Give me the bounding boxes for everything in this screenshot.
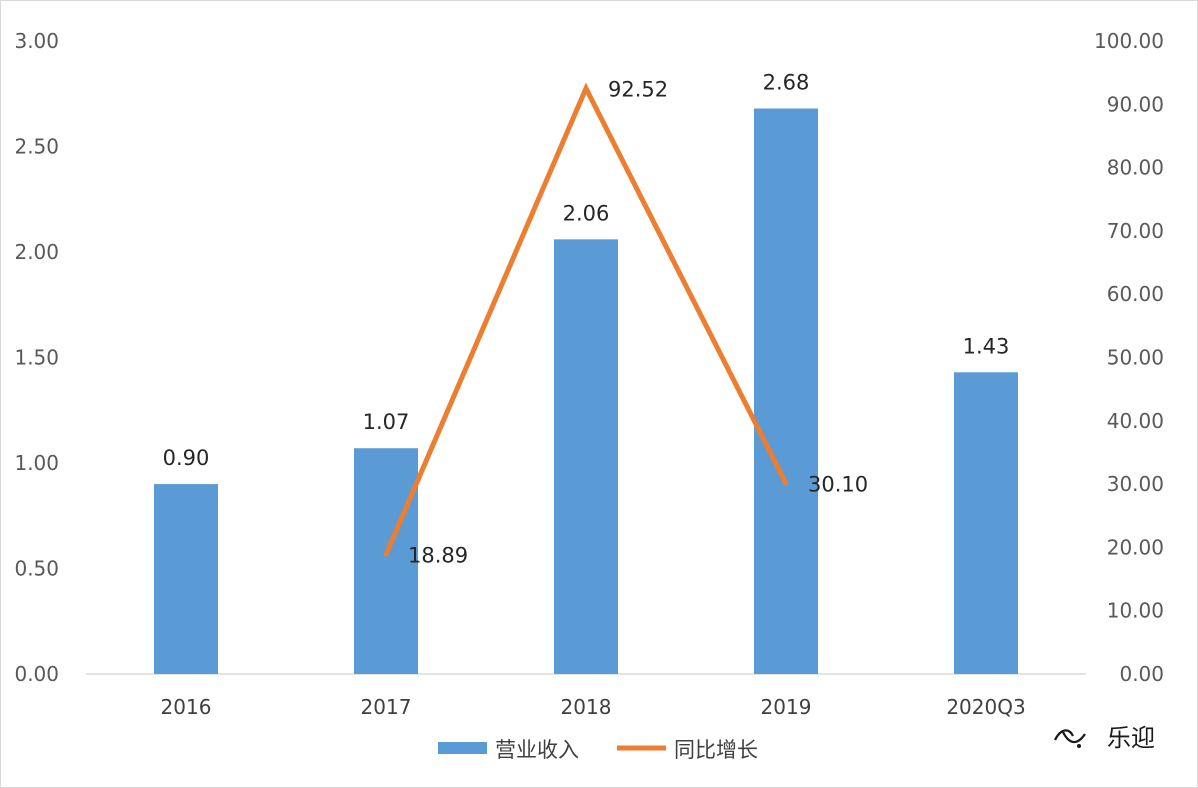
right-axis-ticks: 0.00 10.00 20.00 30.00 40.00 50.00 60.00 70.00 8… [1094, 29, 1164, 686]
bar [354, 448, 418, 674]
right-tick-label: 70.00 [1107, 219, 1164, 243]
line-point [784, 481, 788, 486]
category-label: 2020Q3 [946, 695, 1025, 719]
bar-value-label: 1.07 [363, 410, 410, 434]
bar-value-label: 1.43 [963, 334, 1010, 358]
line-value-label: 18.89 [408, 543, 468, 567]
line-data-labels: 18.89 92.52 30.10 [408, 77, 868, 567]
category-label: 2019 [761, 695, 812, 719]
left-tick-label: 2.50 [14, 135, 59, 159]
bar [154, 484, 218, 674]
left-axis-ticks: 0.00 0.50 1.00 1.50 2.00 2.50 3.00 [14, 29, 59, 686]
left-tick-label: 2.00 [14, 240, 59, 264]
bar [754, 108, 818, 674]
right-tick-label: 10.00 [1107, 599, 1164, 623]
wechat-channel-icon [1054, 729, 1086, 748]
legend: 营业收入 同比增长 [438, 738, 758, 762]
right-tick-label: 60.00 [1107, 282, 1164, 306]
legend-label: 营业收入 [495, 738, 579, 762]
left-tick-label: 0.00 [14, 662, 59, 686]
category-axis-labels: 2016 2017 2018 2019 2020Q3 [161, 695, 1026, 719]
category-label: 2016 [161, 695, 212, 719]
bar-value-label: 0.90 [163, 446, 210, 470]
watermark-text: 乐迎 [1107, 724, 1155, 752]
bar-value-label: 2.68 [763, 71, 810, 95]
bar-series [154, 108, 1018, 674]
left-tick-label: 1.00 [14, 451, 59, 475]
line-series [383, 82, 789, 557]
bar [554, 239, 618, 674]
right-tick-label: 20.00 [1107, 535, 1164, 559]
bar [954, 372, 1018, 674]
legend-label: 同比增长 [674, 738, 758, 762]
bar-data-labels: 0.90 1.07 2.06 2.68 1.43 [163, 71, 1010, 471]
right-tick-label: 100.00 [1094, 29, 1164, 53]
bar-value-label: 2.06 [563, 201, 610, 225]
legend-swatch-bar [438, 742, 487, 754]
right-tick-label: 40.00 [1107, 409, 1164, 433]
right-tick-label: 30.00 [1107, 472, 1164, 496]
line-point [584, 86, 588, 91]
left-tick-label: 1.50 [14, 346, 59, 370]
watermark: 乐迎 [1054, 724, 1155, 752]
right-tick-label: 0.00 [1119, 662, 1164, 686]
category-label: 2017 [361, 695, 412, 719]
line-value-label: 30.10 [808, 472, 868, 496]
left-tick-label: 0.50 [14, 557, 59, 581]
right-tick-label: 90.00 [1107, 92, 1164, 116]
left-tick-label: 3.00 [14, 29, 59, 53]
line-point [384, 552, 388, 557]
right-tick-label: 50.00 [1107, 346, 1164, 370]
category-label: 2018 [561, 695, 612, 719]
line-value-label: 92.52 [608, 77, 668, 101]
right-tick-label: 80.00 [1107, 156, 1164, 180]
